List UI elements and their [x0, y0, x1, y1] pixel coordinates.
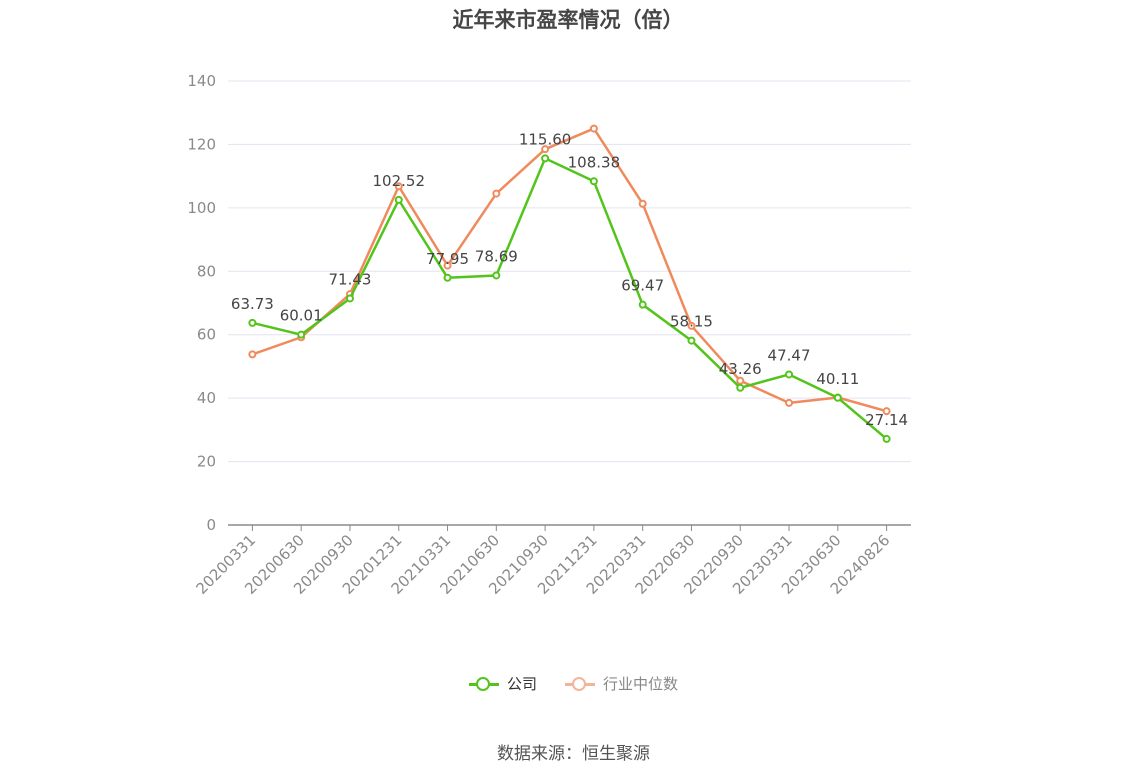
data-label: 102.52 [373, 172, 426, 190]
data-point-company [638, 300, 647, 309]
legend: 公司 行业中位数 [0, 673, 1147, 694]
data-point-company [443, 273, 452, 282]
legend-company-swatch [468, 676, 499, 691]
y-tick-label: 0 [206, 516, 216, 534]
series-line-company [252, 157, 888, 440]
legend-company-label: 公司 [506, 675, 537, 693]
data-point-company [541, 154, 550, 163]
data-point-company [687, 336, 696, 345]
data-point-industry [589, 124, 598, 133]
data-point-industry [541, 145, 550, 154]
data-point-industry [394, 182, 403, 191]
data-label: 60.01 [280, 307, 323, 325]
series-line-industry [251, 127, 887, 413]
data-point-company [394, 195, 403, 204]
chart-title: 近年来市盈率情况（倍） [452, 8, 684, 32]
data-label: 108.38 [568, 153, 621, 171]
data-point-company [345, 294, 354, 303]
data-point-industry [248, 350, 257, 359]
data-point-industry [785, 398, 794, 407]
legend-item-company[interactable]: 公司 [468, 673, 537, 694]
data-point-company [297, 330, 306, 339]
data-point-company [785, 370, 794, 379]
data-point-company [248, 318, 257, 327]
y-tick-label: 20 [197, 453, 216, 471]
y-tick-label: 140 [187, 72, 216, 90]
data-point-company [882, 434, 891, 443]
data-point-industry [736, 376, 745, 385]
data-point-company [589, 177, 598, 186]
data-point-industry [492, 189, 501, 198]
data-labels: 63.73 60.01 71.43 102.52 77.95 78.69 115.60 108… [231, 130, 908, 429]
data-label: 115.60 [519, 130, 572, 148]
y-tick-label: 80 [197, 262, 216, 280]
data-label: 63.73 [231, 295, 274, 313]
data-label: 58.15 [670, 313, 713, 331]
source-note: 数据来源：恒生聚源 [497, 744, 650, 764]
data-point-industry [443, 261, 452, 270]
data-point-industry [882, 407, 891, 416]
data-label: 71.43 [328, 270, 371, 288]
data-point-company [736, 383, 745, 392]
data-label: 40.11 [816, 370, 859, 388]
data-label: 27.14 [865, 411, 908, 429]
series [248, 124, 891, 443]
y-tick-label: 120 [187, 135, 216, 153]
legend-industry-label: 行业中位数 [603, 675, 679, 693]
data-point-company [833, 393, 842, 402]
y-tick-label: 100 [187, 199, 216, 217]
y-tick-label: 60 [197, 326, 216, 344]
data-point-industry [638, 199, 647, 208]
y-tick-label: 40 [197, 389, 216, 407]
data-label: 43.26 [719, 360, 762, 378]
data-label: 47.47 [768, 346, 811, 364]
data-label: 78.69 [475, 247, 518, 265]
legend-industry-swatch [565, 676, 595, 691]
data-label: 69.47 [621, 277, 664, 295]
legend-item-industry[interactable]: 行业中位数 [565, 673, 678, 694]
grid-lines [228, 80, 911, 463]
data-point-company [492, 271, 501, 280]
data-point-industry [687, 321, 696, 330]
data-label: 77.95 [426, 250, 469, 268]
